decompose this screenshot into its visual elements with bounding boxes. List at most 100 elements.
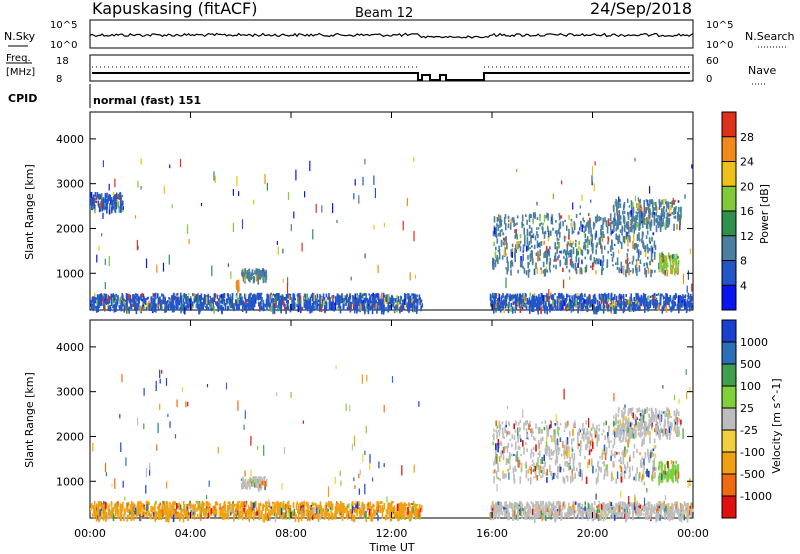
data-cell (551, 217, 554, 225)
data-cell (105, 201, 108, 210)
data-cell (690, 507, 693, 515)
data-cell (500, 306, 502, 313)
data-cell (374, 511, 377, 514)
data-cell (674, 502, 676, 507)
data-cell (104, 281, 106, 290)
data-cell (391, 295, 393, 303)
data-cell (191, 504, 193, 510)
data-cell (664, 198, 667, 203)
data-cell (514, 223, 517, 226)
data-cell (619, 229, 622, 233)
data-cell (314, 297, 317, 301)
data-cell (214, 501, 217, 509)
data-cell (159, 510, 161, 516)
data-cell (124, 299, 126, 302)
data-cell (284, 305, 286, 311)
data-cell (238, 191, 240, 197)
data-cell (511, 503, 514, 511)
data-cell (620, 261, 623, 269)
data-cell (168, 508, 170, 511)
data-cell (147, 296, 149, 299)
data-cell (378, 300, 381, 306)
data-cell (619, 303, 621, 309)
data-cell (522, 265, 524, 269)
data-cell (98, 514, 100, 523)
data-cell (495, 507, 497, 513)
data-cell (547, 300, 550, 306)
data-cell (532, 233, 535, 239)
data-cell (583, 299, 586, 304)
data-cell (168, 298, 171, 302)
data-cell (653, 222, 656, 226)
data-cell (634, 224, 636, 231)
data-cell (263, 269, 265, 273)
data-cell (498, 252, 501, 260)
data-cell (409, 302, 412, 308)
data-cell (291, 304, 294, 309)
data-cell (216, 502, 219, 506)
data-cell (644, 210, 646, 216)
data-cell (384, 514, 387, 521)
data-cell (655, 514, 657, 523)
data-cell (238, 512, 240, 519)
data-cell (355, 297, 358, 303)
data-cell (206, 500, 208, 504)
data-cell (579, 293, 582, 300)
data-cell (523, 301, 526, 307)
data-cell (370, 506, 373, 510)
data-cell (639, 259, 642, 264)
data-cell (94, 297, 97, 303)
data-cell (622, 296, 625, 303)
data-cell (232, 223, 234, 232)
data-cell (525, 245, 528, 252)
data-cell (152, 512, 155, 516)
data-cell (520, 294, 523, 298)
data-cell (591, 502, 593, 508)
data-cell (113, 296, 115, 301)
data-cell (137, 245, 139, 250)
data-cell (111, 294, 113, 298)
data-cell (212, 298, 214, 304)
data-cell (104, 300, 106, 304)
data-cell (551, 305, 553, 311)
data-cell (244, 510, 247, 516)
data-cell (671, 299, 674, 307)
data-cell (197, 295, 199, 303)
data-cell (589, 512, 591, 517)
data-cell (628, 511, 630, 519)
data-cell (586, 249, 589, 255)
data-cell (646, 263, 649, 269)
data-cell (252, 512, 254, 516)
data-cell (573, 294, 575, 301)
velocity-plot-frame (89, 319, 694, 519)
data-cell (589, 220, 591, 228)
data-cell (559, 221, 562, 229)
data-cell (222, 293, 224, 301)
data-cell (635, 215, 637, 223)
data-cell (644, 506, 646, 512)
data-cell (561, 297, 564, 304)
data-cell (588, 221, 590, 228)
data-cell (611, 220, 613, 224)
data-cell (625, 301, 627, 308)
data-cell (353, 306, 355, 311)
data-cell (263, 271, 265, 277)
data-cell (140, 505, 142, 512)
data-cell (281, 300, 283, 305)
data-cell (106, 298, 109, 306)
data-cell (132, 514, 134, 518)
data-cell (413, 230, 415, 242)
data-cell (196, 513, 199, 519)
data-cell (363, 506, 366, 509)
data-cell (666, 512, 669, 521)
data-cell (631, 261, 634, 265)
data-cell (663, 255, 666, 261)
data-cell (498, 215, 501, 219)
data-cell (132, 294, 134, 301)
data-cell (643, 504, 645, 509)
data-cell (555, 305, 557, 311)
data-cell (367, 299, 369, 304)
data-cell (691, 164, 693, 169)
data-cell (638, 509, 641, 512)
data-cell (227, 501, 230, 504)
